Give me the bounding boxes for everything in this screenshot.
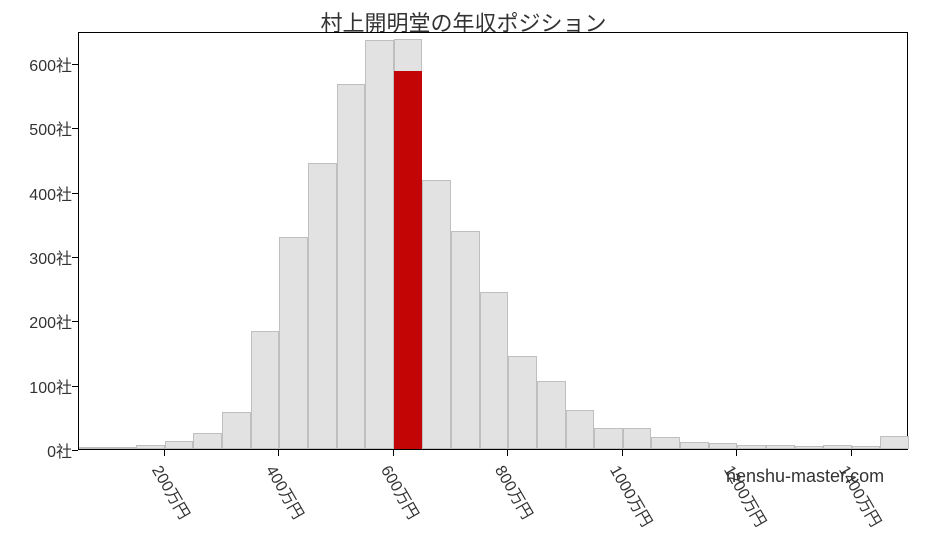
x-axis-tick-mark xyxy=(622,450,623,456)
x-axis-tick-mark xyxy=(164,450,165,456)
histogram-bar xyxy=(222,412,251,449)
y-axis-tick-mark xyxy=(72,257,78,258)
histogram-bar xyxy=(193,433,222,449)
histogram-bar xyxy=(108,447,137,449)
histogram-bar xyxy=(795,446,824,449)
histogram-bar xyxy=(337,84,366,449)
histogram-bar xyxy=(422,180,451,449)
y-axis-tick-mark xyxy=(72,193,78,194)
histogram-bar xyxy=(709,443,738,449)
y-axis-tick-label: 0社 xyxy=(47,438,72,462)
x-axis-tick-label: 1000万円 xyxy=(605,460,660,531)
y-axis-tick-mark xyxy=(72,321,78,322)
y-axis-tick-label: 400社 xyxy=(29,181,72,205)
x-axis-tick-mark xyxy=(507,450,508,456)
histogram-bar xyxy=(566,410,595,449)
y-axis-tick-label: 100社 xyxy=(29,374,72,398)
histogram-bar xyxy=(823,445,852,449)
histogram-bar xyxy=(766,445,795,450)
y-axis-tick-label: 300社 xyxy=(29,245,72,269)
histogram-bar-highlight xyxy=(394,71,423,449)
y-axis-tick-mark xyxy=(72,128,78,129)
histogram-bar xyxy=(136,445,165,449)
histogram-bar xyxy=(880,436,909,449)
y-axis-tick-label: 500社 xyxy=(29,116,72,140)
y-axis-tick-mark xyxy=(72,450,78,451)
x-axis-tick-mark xyxy=(736,450,737,456)
histogram-chart: 村上開明堂の年収ポジション nenshu-master.com 0社100社20… xyxy=(0,0,927,557)
bars-group xyxy=(79,33,907,449)
plot-area xyxy=(78,32,908,450)
histogram-bar xyxy=(508,356,537,449)
histogram-bar xyxy=(737,445,766,450)
histogram-bar xyxy=(623,428,652,449)
histogram-bar xyxy=(279,237,308,449)
x-axis-tick-mark xyxy=(393,450,394,456)
y-axis-tick-label: 600社 xyxy=(29,52,72,76)
y-axis-tick-mark xyxy=(72,386,78,387)
x-axis-tick-mark xyxy=(278,450,279,456)
histogram-bar xyxy=(308,163,337,449)
histogram-bar xyxy=(651,437,680,449)
histogram-bar xyxy=(680,442,709,449)
histogram-bar xyxy=(365,40,394,449)
histogram-bar xyxy=(165,441,194,449)
histogram-bar xyxy=(451,231,480,449)
x-axis-tick-label: 400万円 xyxy=(262,460,312,523)
x-axis-tick-label: 600万円 xyxy=(376,460,426,523)
x-axis-tick-label: 200万円 xyxy=(147,460,197,523)
y-axis-tick-mark xyxy=(72,64,78,65)
histogram-bar xyxy=(251,331,280,449)
histogram-bar xyxy=(594,428,623,449)
x-axis-tick-label: 800万円 xyxy=(491,460,541,523)
x-axis-tick-mark xyxy=(851,450,852,456)
histogram-bar xyxy=(79,447,108,449)
histogram-bar xyxy=(852,446,881,449)
y-axis-tick-label: 200社 xyxy=(29,309,72,333)
histogram-bar xyxy=(537,381,566,449)
histogram-bar xyxy=(480,292,509,449)
